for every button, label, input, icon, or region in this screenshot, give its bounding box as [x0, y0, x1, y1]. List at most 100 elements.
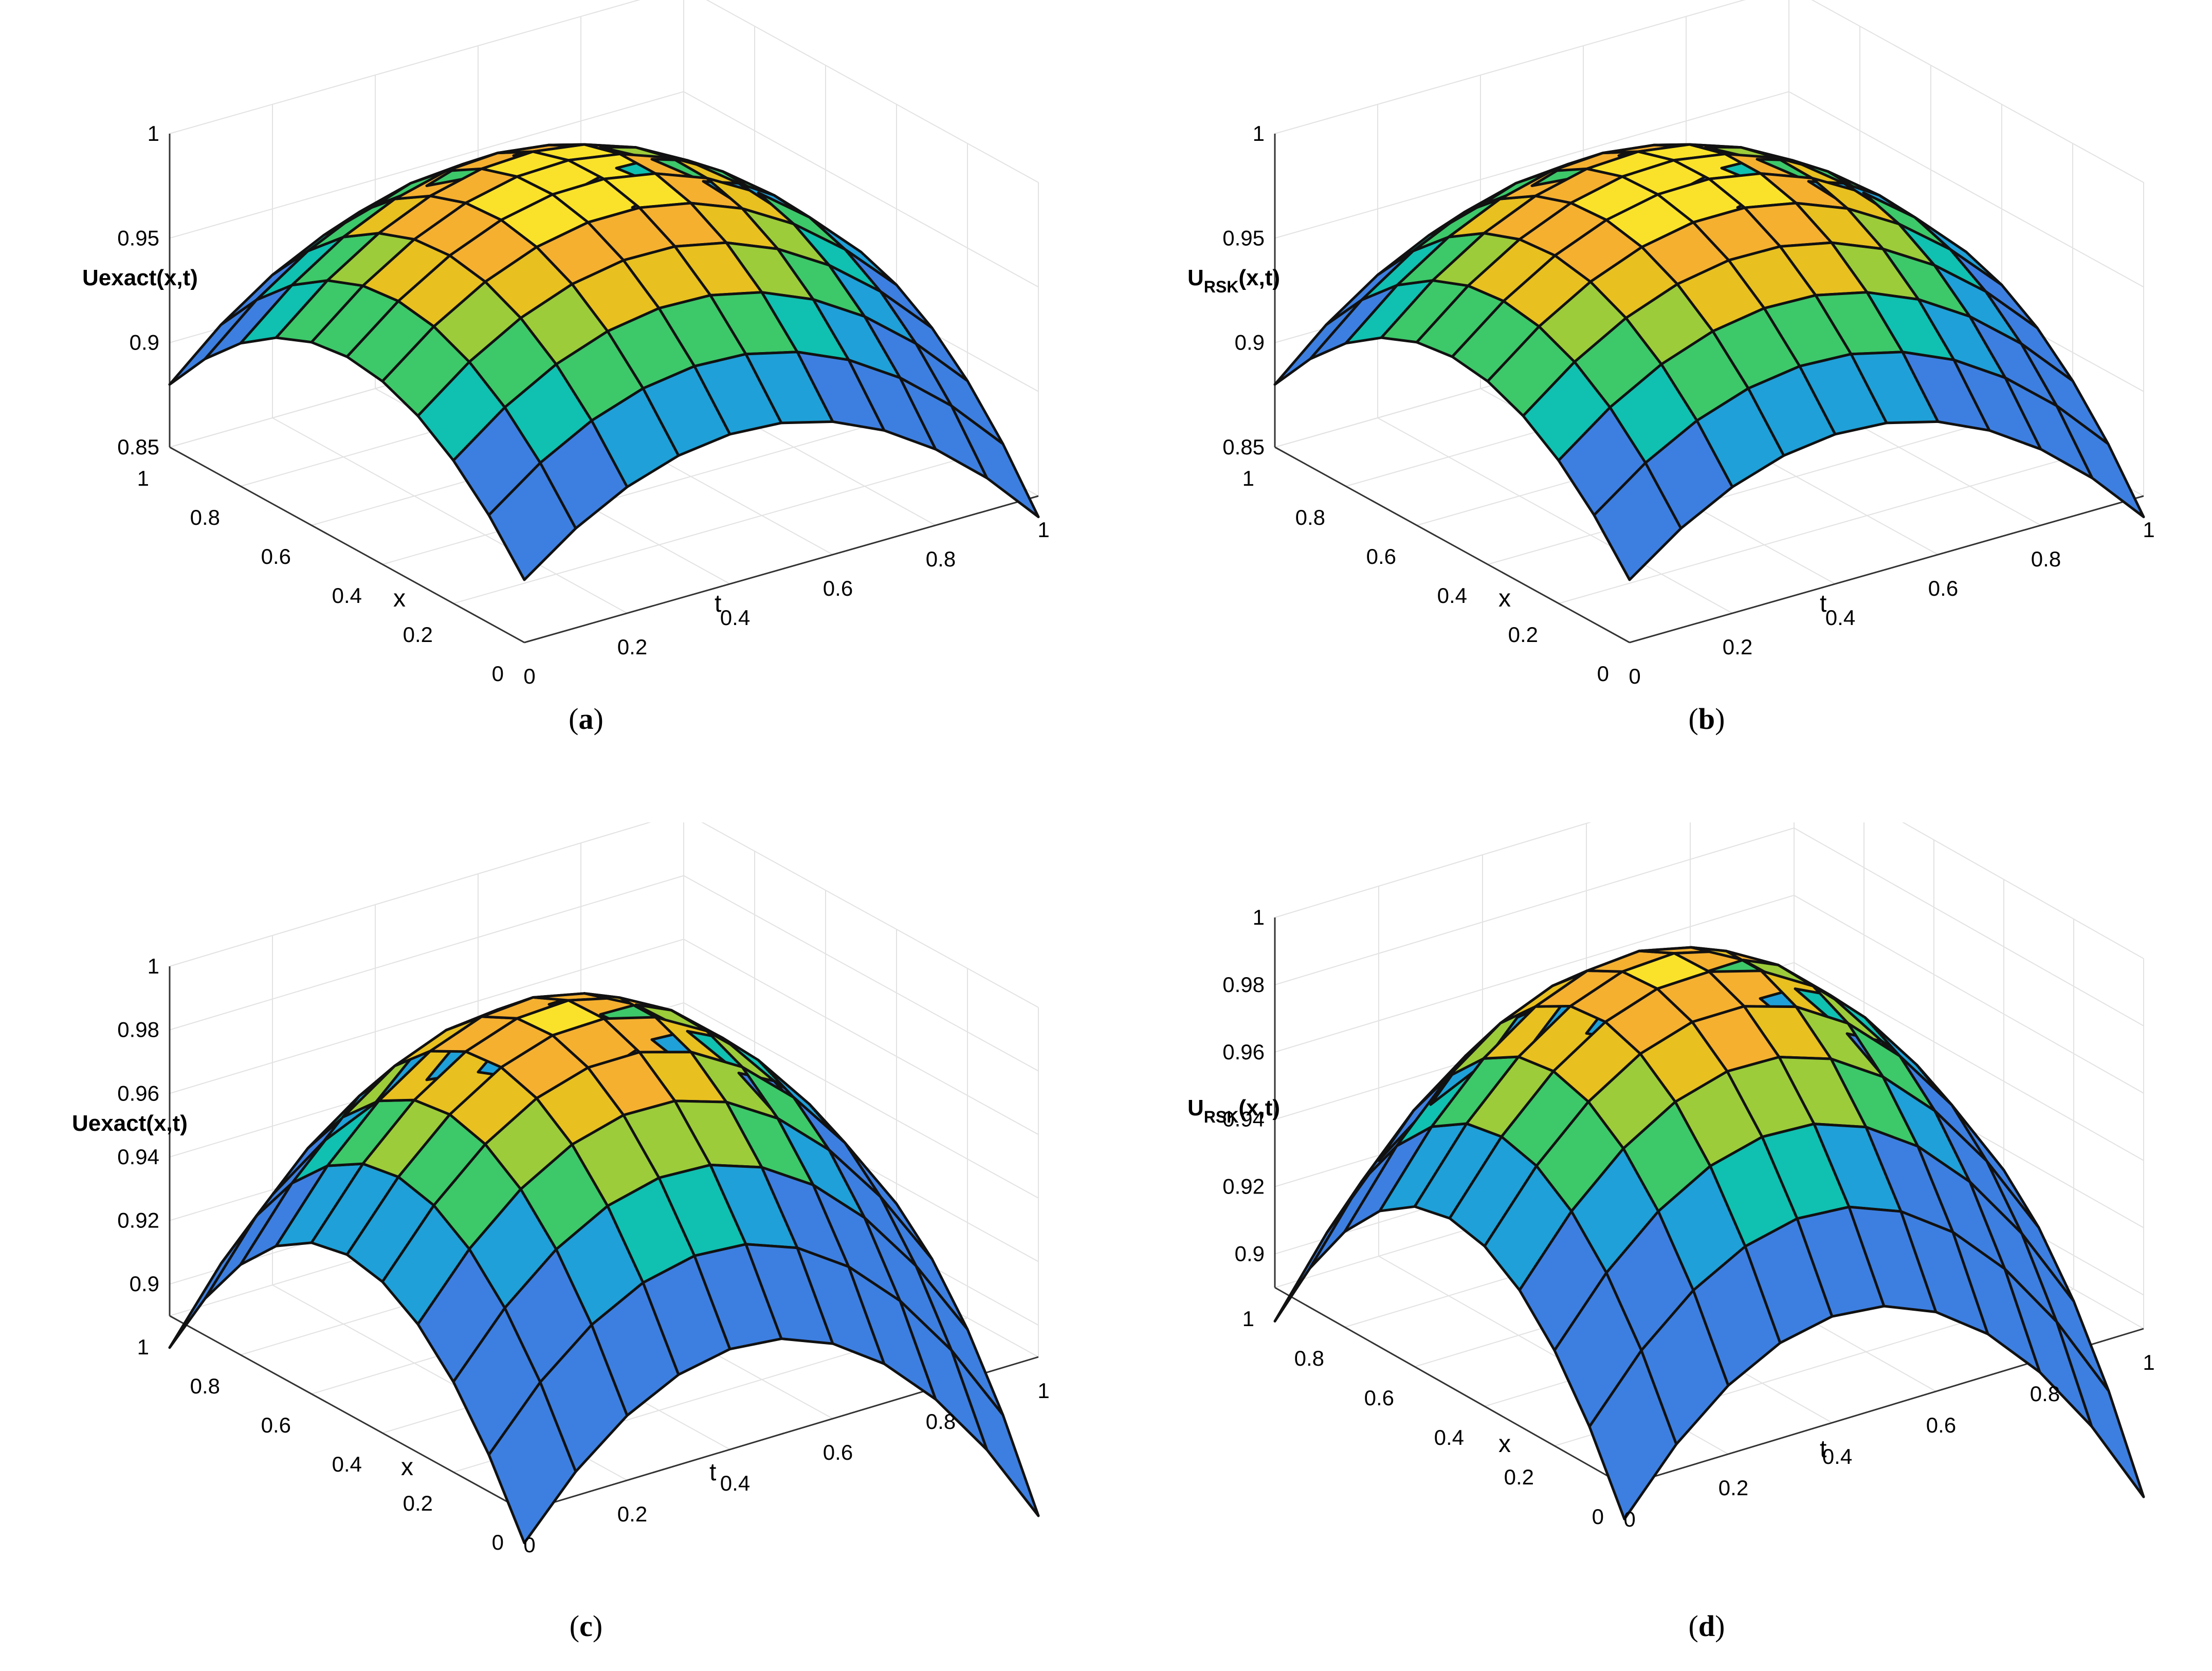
t-axis-label: t — [715, 590, 721, 617]
z-tick-label: 0.94 — [1222, 1107, 1265, 1131]
z-tick-label: 1 — [1253, 905, 1265, 929]
z-tick-label: 1 — [148, 954, 159, 978]
t-tick-label: 0.6 — [1926, 1413, 1956, 1437]
grid-line — [1274, 822, 1592, 918]
t-tick-label: 0.8 — [926, 547, 956, 571]
z-tick-label: 0.85 — [117, 435, 159, 459]
grid-line — [1377, 417, 1733, 614]
x-tick-label: 0.8 — [190, 505, 220, 529]
t-axis-label: t — [709, 1459, 716, 1486]
x-axis-label: x — [1498, 585, 1511, 612]
x-tick-label: 0 — [492, 662, 504, 686]
x-tick-label: 0.6 — [261, 544, 291, 568]
t-tick-label: 0.2 — [617, 635, 647, 659]
z-tick-label: 0.96 — [117, 1081, 159, 1105]
axes — [1274, 134, 2144, 644]
t-tick-label: 1 — [1037, 1379, 1049, 1403]
caption-a: (a) — [569, 702, 604, 736]
x-tick-label: 0.4 — [332, 1452, 362, 1476]
caption-b: (b) — [1688, 702, 1725, 736]
x-axis-line — [1274, 1287, 1625, 1486]
x-tick-label: 0.2 — [1508, 622, 1538, 647]
surface — [1273, 143, 2145, 581]
grid-line — [1274, 91, 1789, 239]
t-axis-line — [524, 495, 1039, 644]
z-tick-label: 0.92 — [117, 1208, 159, 1233]
z-tick-label: 0.92 — [1222, 1174, 1265, 1199]
x-axis-label: x — [401, 1454, 413, 1481]
grid-line — [1794, 894, 2144, 1094]
tick-labels: 0 0.2 0.4 0.6 0.8 1 0 0.2 0.4 0.6 0.8 1 0.9 0.92 0.94 0… — [117, 954, 1049, 1557]
grid-line — [1487, 417, 2002, 565]
t-axis-line — [1629, 495, 2144, 644]
grid-line — [701, 822, 1039, 1008]
z-tick-label: 1 — [1253, 121, 1265, 145]
x-tick-label: 0.8 — [1295, 505, 1325, 529]
z-tick-label: 0.98 — [1222, 972, 1265, 997]
t-tick-label: 1 — [1037, 518, 1049, 542]
x-tick-label: 0.6 — [1364, 1386, 1394, 1410]
t-tick-label: 0.8 — [926, 1409, 956, 1434]
z-axis-label: Uexact(x,t) — [82, 265, 198, 290]
x-tick-label: 0 — [1592, 1504, 1604, 1529]
axes — [169, 134, 1039, 644]
grid-line — [1558, 456, 2073, 604]
z-tick-label: 0.9 — [1235, 1242, 1265, 1266]
grid-line — [683, 1002, 1039, 1199]
t-tick-label: 0.2 — [1723, 635, 1752, 659]
z-tick-label: 0.9 — [130, 1272, 159, 1296]
x-tick-label: 1 — [137, 1335, 149, 1359]
x-tick-label: 0.6 — [261, 1413, 291, 1437]
t-tick-label: 0.4 — [720, 1471, 750, 1495]
t-axis-label: t — [1820, 590, 1826, 617]
z-tick-label: 0.95 — [1222, 226, 1265, 250]
t-tick-label: 0.4 — [720, 605, 750, 630]
x-tick-label: 0.6 — [1366, 544, 1396, 568]
x-axis-line — [169, 1315, 525, 1512]
grid-line — [1274, 894, 1795, 1053]
t-tick-label: 0.6 — [823, 1440, 853, 1464]
z-axis-label: Uexact(x,t) — [72, 1111, 188, 1136]
x-tick-label: 0.8 — [190, 1374, 220, 1398]
x-tick-label: 0 — [492, 1530, 504, 1554]
surface-chart-a: 0 0.2 0.4 0.6 0.8 1 0 0.2 0.4 0.6 0.8 1 0.85 0.9 0.95 1… — [82, 0, 1050, 688]
surface-chart-b: 0 0.2 0.4 0.6 0.8 1 0 0.2 0.4 0.6 0.8 1 0.85 0.9 0.95 1… — [1187, 0, 2155, 688]
grid-line — [1274, 0, 1746, 134]
grid-line — [453, 456, 968, 604]
grid-line — [1794, 828, 2144, 1026]
z-tick-label: 0.98 — [117, 1018, 159, 1042]
t-tick-label: 0.6 — [823, 576, 853, 600]
x-tick-label: 0.4 — [1434, 1425, 1464, 1449]
x-tick-label: 1 — [1242, 1307, 1254, 1331]
x-tick-label: 0.2 — [403, 1491, 433, 1515]
x-tick-label: 1 — [1242, 466, 1254, 490]
caption-d: (d) — [1688, 1609, 1725, 1643]
surface-chart-d: 0 0.2 0.4 0.6 0.8 1 0 0.2 0.4 0.6 0.8 1 0.9 0.92 0.94 0… — [1187, 822, 2155, 1531]
z-tick-label: 0.85 — [1222, 435, 1265, 459]
grid-line — [169, 91, 684, 239]
grid-line — [683, 91, 1039, 288]
t-tick-label: 0.6 — [1928, 576, 1958, 600]
x-tick-label: 0.4 — [1437, 583, 1467, 608]
x-tick-label: 0.2 — [1504, 1465, 1534, 1489]
x-tick-label: 0.4 — [332, 583, 362, 608]
z-axis-label: URSK(x,t) — [1187, 1095, 1280, 1126]
grid-line — [1794, 962, 2144, 1161]
surface — [168, 992, 1040, 1545]
t-tick-label: 0.8 — [2030, 1382, 2060, 1406]
z-tick-label: 1 — [148, 121, 159, 145]
x-axis-label: x — [393, 585, 406, 612]
z-tick-label: 0.9 — [130, 330, 159, 355]
surface-patch — [2055, 1320, 2145, 1498]
grid-line — [683, 939, 1039, 1135]
t-tick-label: 0 — [523, 1533, 535, 1557]
t-tick-label: 0 — [523, 664, 535, 688]
z-tick-label: 0.95 — [117, 226, 159, 250]
surface — [168, 143, 1040, 581]
grid-line — [169, 822, 651, 967]
grid-line — [1788, 91, 2144, 288]
grid-line — [169, 0, 641, 134]
tick-labels: 0 0.2 0.4 0.6 0.8 1 0 0.2 0.4 0.6 0.8 1 0.85 0.9 0.95 1 — [117, 121, 1049, 688]
grid-line — [382, 417, 897, 565]
grid-line — [169, 939, 684, 1094]
